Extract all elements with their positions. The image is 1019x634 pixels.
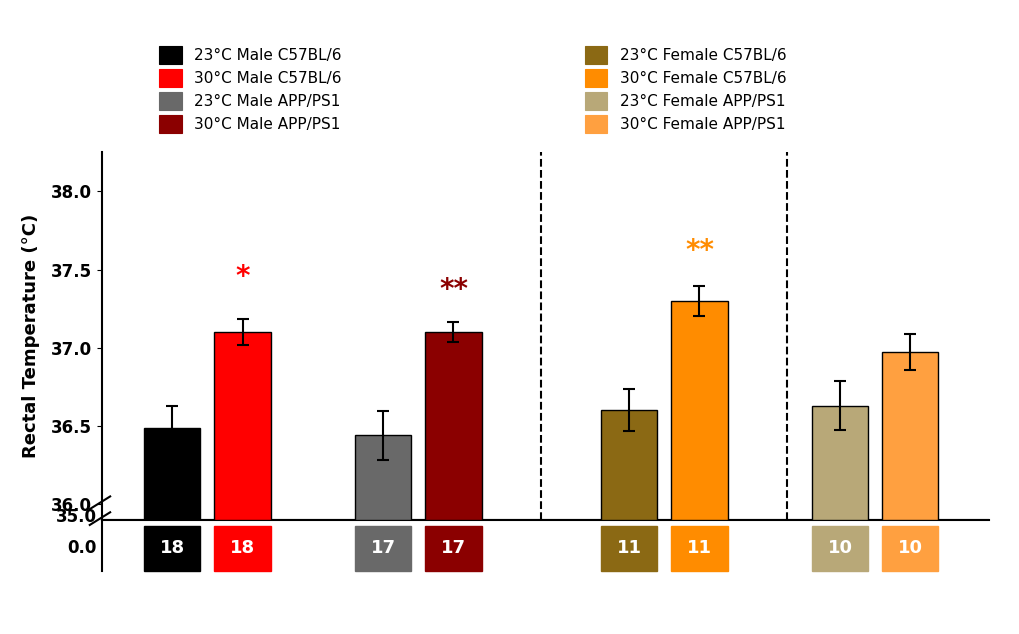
Text: **: ** [685,237,713,265]
Text: 35.0: 35.0 [56,508,97,526]
Bar [144,427,200,520]
Bar [671,301,727,520]
Bar [425,332,481,520]
Text: 10: 10 [826,540,852,557]
Y-axis label: Rectal Temperature (°C): Rectal Temperature (°C) [22,214,40,458]
Bar [600,410,656,520]
Text: *: * [235,263,250,292]
Bar [881,353,937,520]
Text: 11: 11 [686,540,711,557]
Text: 11: 11 [616,540,641,557]
Text: 18: 18 [160,540,184,557]
Text: 0.0: 0.0 [67,540,97,557]
Text: **: ** [438,276,468,304]
Bar [355,436,411,520]
Text: 18: 18 [230,540,255,557]
Text: 10: 10 [897,540,922,557]
Legend: 23°C Female C57BL/6, 30°C Female C57BL/6, 23°C Female APP/PS1, 30°C Female APP/P: 23°C Female C57BL/6, 30°C Female C57BL/6… [580,41,790,137]
Text: 17: 17 [370,540,395,557]
Bar [214,332,270,520]
Bar [811,406,867,520]
Text: 17: 17 [440,540,466,557]
